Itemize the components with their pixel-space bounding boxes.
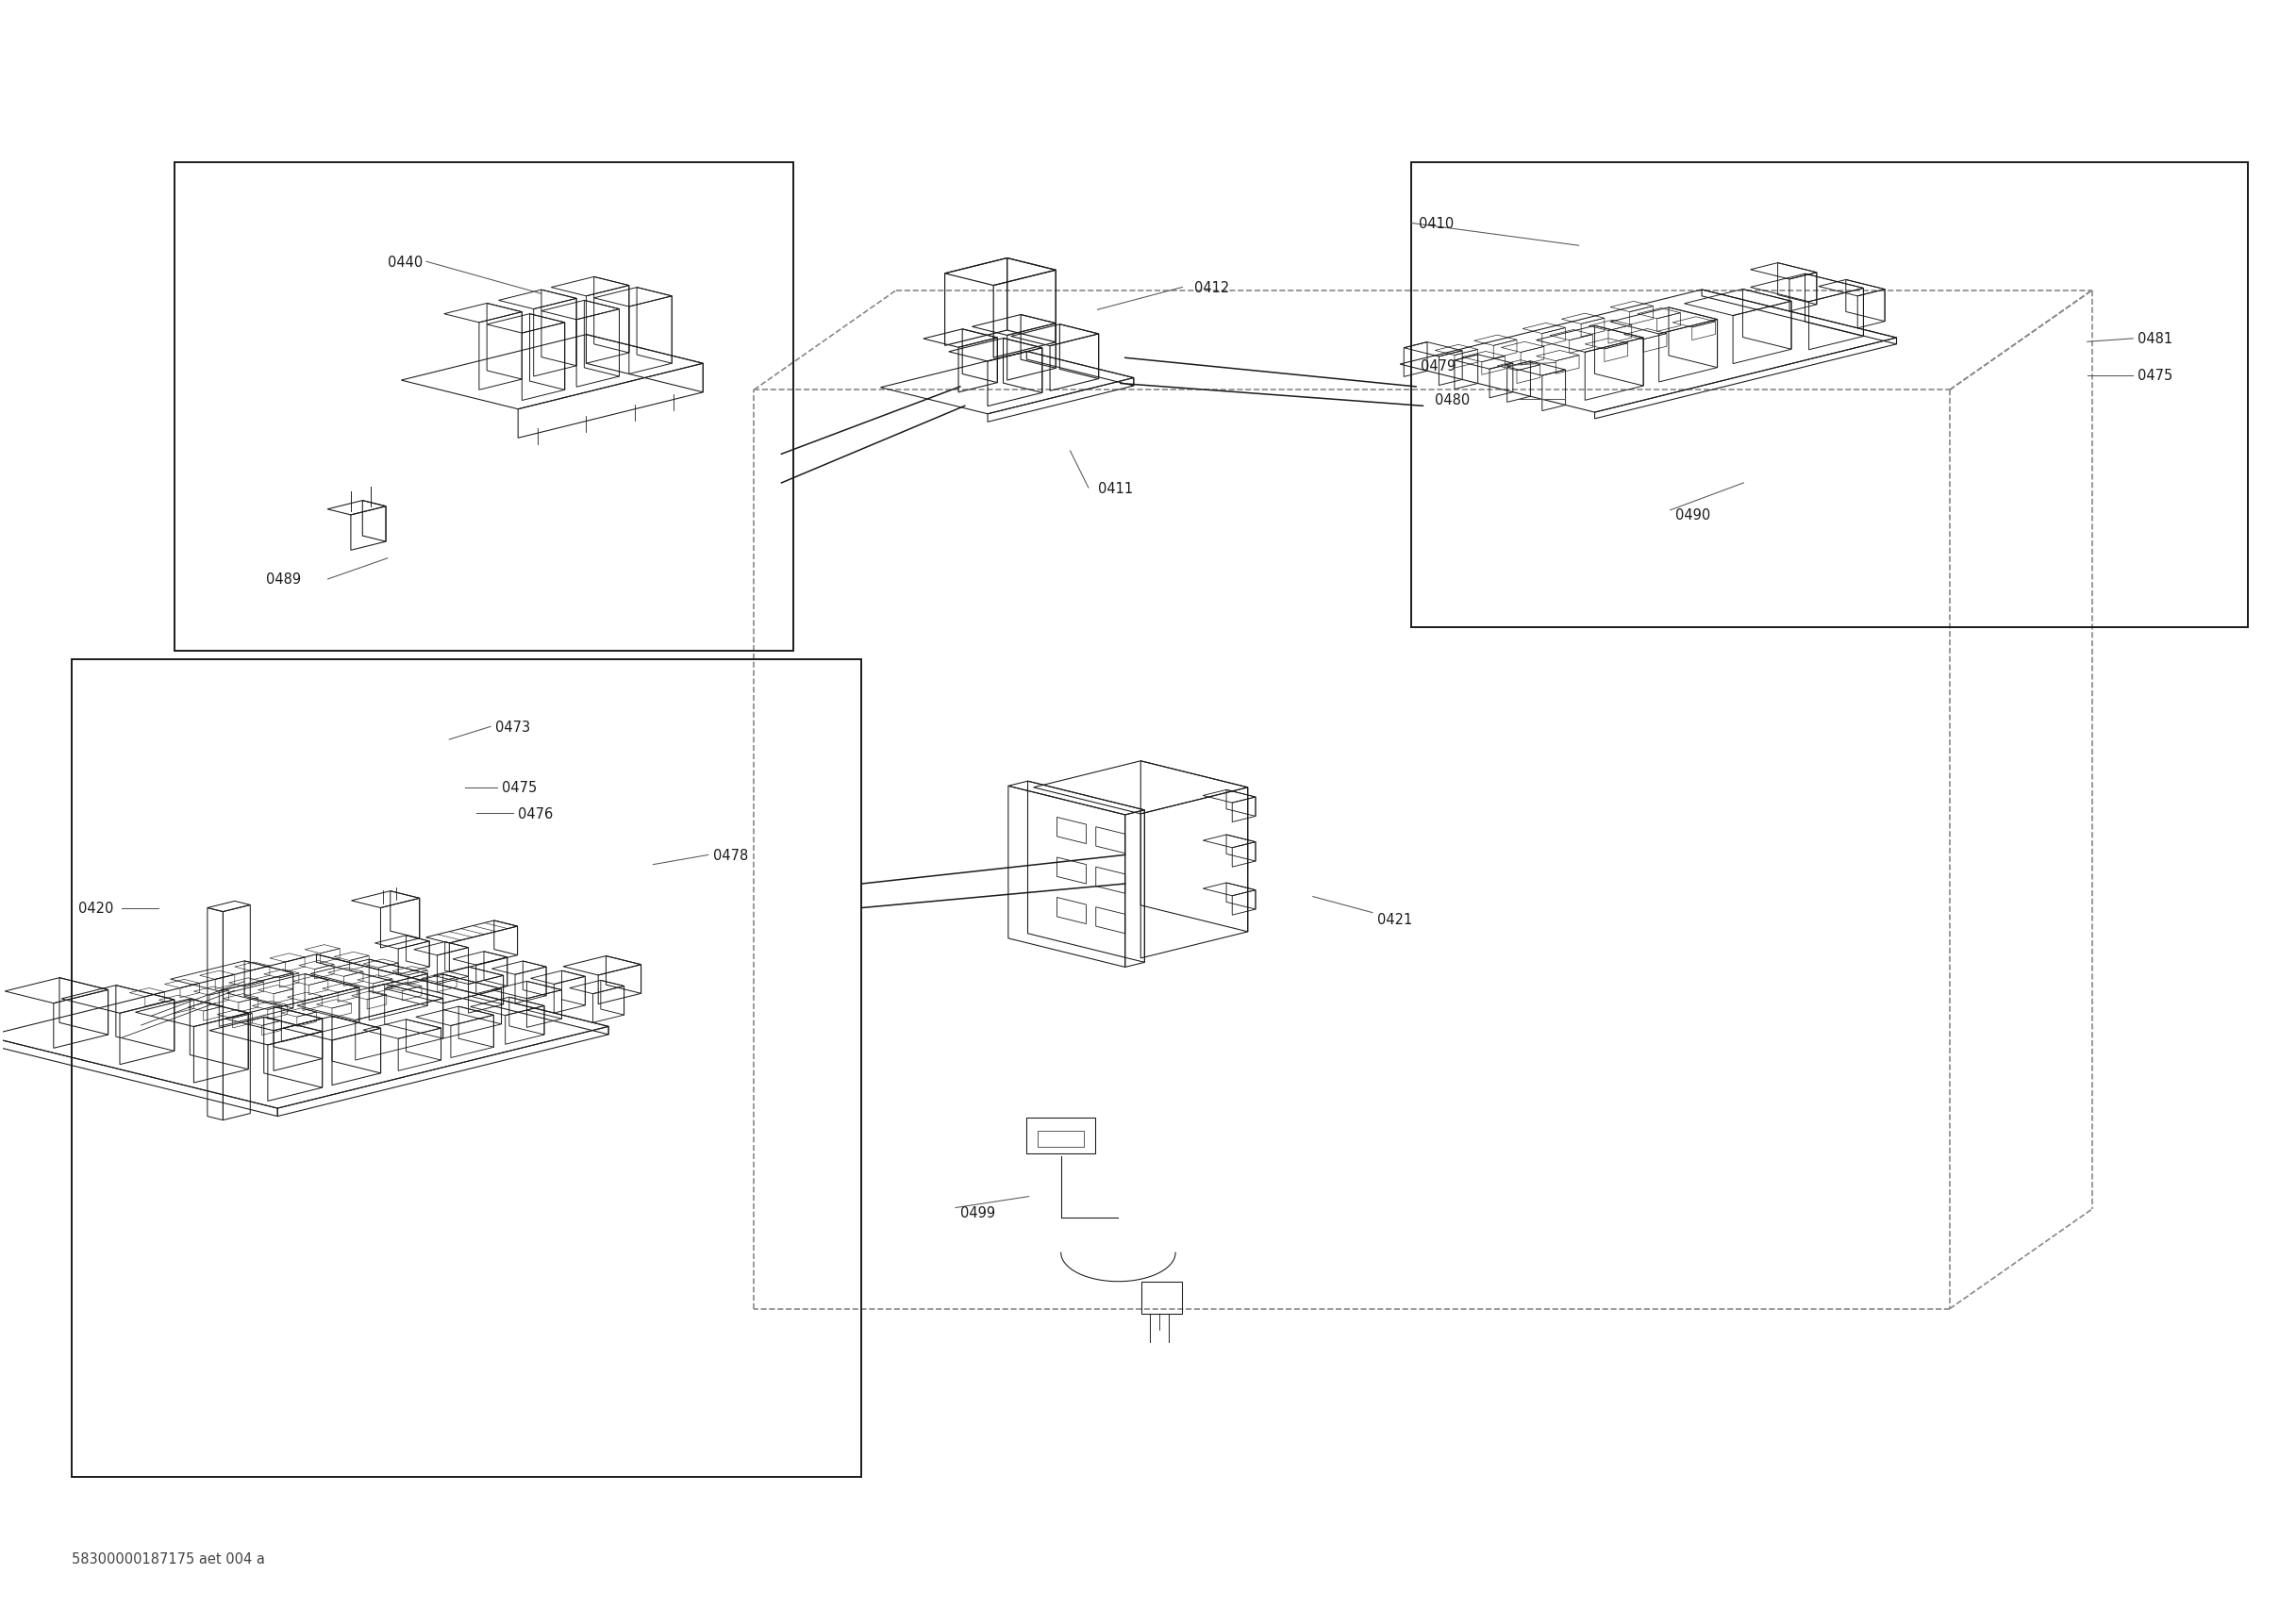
Bar (174, 162, 792, 651)
Text: 0478: 0478 (712, 847, 748, 862)
Text: 0440: 0440 (388, 256, 422, 269)
Text: 0421: 0421 (1378, 912, 1412, 926)
Text: 0473: 0473 (496, 720, 530, 735)
Text: 0476: 0476 (519, 807, 553, 820)
Text: 0420: 0420 (78, 900, 113, 915)
Text: 0490: 0490 (1674, 508, 1711, 523)
Text: 0499: 0499 (960, 1206, 994, 1220)
Text: 0481: 0481 (2138, 333, 2172, 346)
Text: 0480: 0480 (1435, 392, 1469, 407)
Bar (1026, 1118, 1095, 1153)
Bar (1141, 1282, 1182, 1314)
Text: 58300000187175 aet 004 a: 58300000187175 aet 004 a (71, 1552, 264, 1565)
Bar (1038, 1130, 1084, 1147)
Bar (1412, 162, 2248, 627)
Text: 0412: 0412 (1194, 281, 1228, 294)
Text: 0479: 0479 (1421, 359, 1456, 373)
Text: 0411: 0411 (1097, 481, 1132, 495)
Text: 0475: 0475 (2138, 368, 2172, 383)
Text: 0475: 0475 (503, 781, 537, 794)
Bar (71, 659, 861, 1478)
Text: 0489: 0489 (266, 572, 301, 587)
Text: 0410: 0410 (1419, 217, 1453, 232)
